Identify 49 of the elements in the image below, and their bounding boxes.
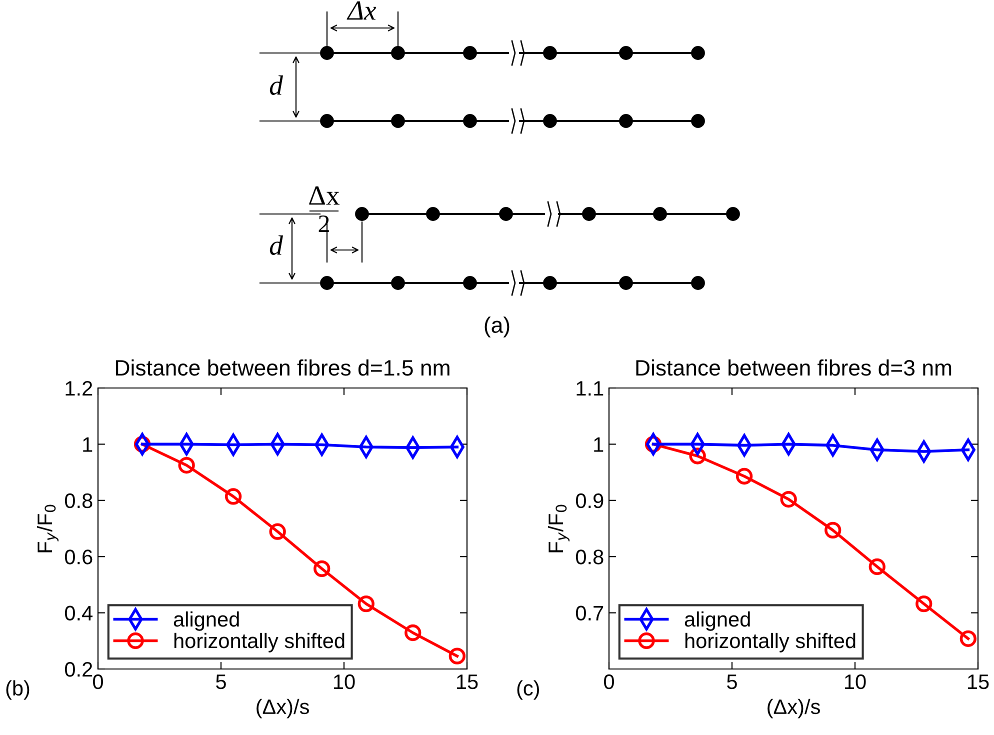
y-tick-label: 0.8 — [64, 493, 92, 508]
point — [916, 595, 932, 612]
y-axis-title: F$_{y}$/F$_{0}$ — [548, 504, 570, 552]
point — [780, 490, 797, 508]
point — [358, 595, 374, 612]
x-axis-title: (Δx)/s — [256, 698, 309, 718]
y-tick-label: 0.8 — [576, 550, 604, 564]
chart-title: Distance between fibres d=3 nm — [636, 359, 952, 376]
y-tick-label: 1.1 — [576, 381, 604, 396]
point — [736, 468, 753, 485]
x-tick-label: 0 — [604, 674, 614, 690]
legend-label: horizontally shifted — [174, 632, 344, 652]
legend-label: aligned — [684, 611, 750, 631]
legend-label: aligned — [174, 611, 239, 631]
y-tick-label: 1 — [594, 437, 604, 452]
text: (b) — [6, 680, 30, 700]
point — [404, 624, 422, 642]
y-tick-label: 1.2 — [66, 381, 92, 396]
x-tick-label: 10 — [845, 674, 866, 690]
text: Δx — [309, 186, 340, 205]
y-axis-title: F$_{y}$/F$_{0}$ — [36, 504, 59, 552]
chart-title: Distance between fibres d=1.5 nm — [116, 359, 450, 376]
y-tick-label: 1 — [83, 437, 92, 452]
point — [448, 648, 466, 664]
y-tick-label: 0.4 — [64, 606, 93, 621]
y-tick-label: 0.2 — [64, 662, 92, 677]
x-tick-label: 5 — [216, 674, 226, 690]
legend-label: horizontally shifted — [685, 632, 856, 652]
y-tick-label: 0.6 — [64, 550, 92, 564]
text: d — [270, 75, 284, 95]
text: d — [270, 235, 284, 255]
y-tick-label: 0.9 — [576, 493, 604, 508]
x-tick-label: 0 — [93, 674, 103, 690]
x-tick-label: 10 — [334, 674, 355, 690]
point — [269, 523, 286, 540]
point — [868, 558, 886, 576]
point — [824, 522, 842, 539]
text: Δx — [346, 1, 376, 20]
x-tick-label: 15 — [968, 674, 989, 690]
x-tick-label: 15 — [457, 674, 478, 690]
point — [314, 560, 330, 578]
y-tick-label: 0.7 — [576, 606, 604, 621]
point — [960, 630, 976, 647]
x-tick-label: 5 — [727, 674, 737, 690]
point — [178, 456, 195, 474]
text: (c) — [517, 680, 539, 700]
x-axis-title: (Δx)/s — [768, 698, 820, 718]
text: (a) — [484, 316, 510, 338]
point — [224, 488, 242, 505]
